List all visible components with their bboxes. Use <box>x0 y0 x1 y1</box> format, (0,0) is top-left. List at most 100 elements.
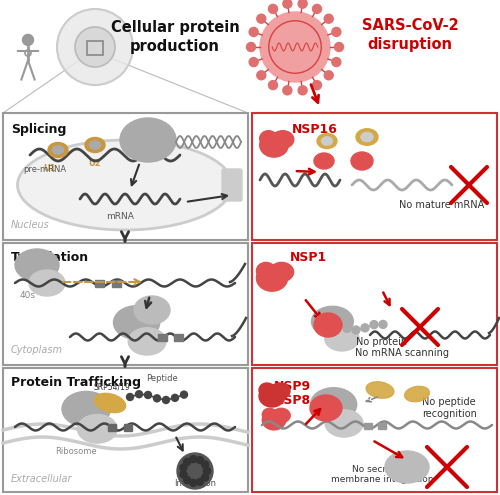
Text: mRNA: mRNA <box>106 212 134 221</box>
Circle shape <box>177 453 213 489</box>
Ellipse shape <box>52 146 64 154</box>
Circle shape <box>75 27 115 67</box>
Circle shape <box>352 326 360 334</box>
Circle shape <box>246 43 256 51</box>
Circle shape <box>325 320 333 328</box>
Circle shape <box>204 467 210 475</box>
Circle shape <box>268 81 278 90</box>
Text: Extracellular: Extracellular <box>11 474 72 484</box>
Ellipse shape <box>322 137 332 145</box>
Ellipse shape <box>310 388 356 421</box>
Text: No mRNA scanning: No mRNA scanning <box>355 348 449 358</box>
Circle shape <box>202 474 208 481</box>
Ellipse shape <box>314 313 342 337</box>
Ellipse shape <box>85 138 105 152</box>
Ellipse shape <box>312 306 354 337</box>
Text: No mature mRNA: No mature mRNA <box>400 200 484 210</box>
Text: Translation: Translation <box>11 251 89 264</box>
Ellipse shape <box>314 153 334 169</box>
Circle shape <box>334 321 342 329</box>
Ellipse shape <box>351 152 373 170</box>
Ellipse shape <box>18 140 233 230</box>
Circle shape <box>268 4 278 13</box>
Ellipse shape <box>270 262 293 282</box>
Circle shape <box>332 27 341 37</box>
Circle shape <box>283 86 292 95</box>
Bar <box>252 113 497 240</box>
Text: Ribosome: Ribosome <box>55 447 96 456</box>
Circle shape <box>334 43 344 51</box>
Text: SRP54/19: SRP54/19 <box>94 383 130 392</box>
Ellipse shape <box>385 451 429 483</box>
Ellipse shape <box>256 265 288 291</box>
Ellipse shape <box>317 134 337 148</box>
FancyBboxPatch shape <box>222 169 242 201</box>
Circle shape <box>144 392 152 398</box>
Text: Cytoplasm: Cytoplasm <box>11 345 63 355</box>
Text: No secretion/
membrane integration: No secretion/ membrane integration <box>331 465 433 484</box>
Ellipse shape <box>78 414 117 443</box>
Bar <box>124 424 132 431</box>
Ellipse shape <box>404 386 429 402</box>
Ellipse shape <box>259 383 275 397</box>
Text: NSP1: NSP1 <box>290 251 327 264</box>
Ellipse shape <box>260 131 278 146</box>
Circle shape <box>249 57 258 66</box>
Bar <box>158 334 167 341</box>
Ellipse shape <box>128 328 166 355</box>
Bar <box>108 424 116 431</box>
Ellipse shape <box>114 306 160 339</box>
Ellipse shape <box>260 133 288 157</box>
Text: Nucleus: Nucleus <box>11 220 50 230</box>
Circle shape <box>332 57 341 66</box>
Circle shape <box>260 12 330 82</box>
Circle shape <box>136 391 142 397</box>
Text: Splicing: Splicing <box>11 123 66 136</box>
Bar <box>364 423 372 429</box>
Text: NSP9: NSP9 <box>274 380 311 393</box>
Circle shape <box>361 324 369 332</box>
Circle shape <box>154 395 160 402</box>
Circle shape <box>298 0 307 8</box>
Circle shape <box>196 456 203 464</box>
Circle shape <box>324 71 333 80</box>
Circle shape <box>324 14 333 23</box>
Text: 40s: 40s <box>20 291 36 300</box>
Ellipse shape <box>134 296 170 324</box>
Ellipse shape <box>325 326 359 351</box>
Ellipse shape <box>270 383 290 399</box>
Circle shape <box>162 396 170 403</box>
Circle shape <box>379 320 387 329</box>
Ellipse shape <box>62 392 110 427</box>
Text: Cellular protein
production: Cellular protein production <box>110 20 240 54</box>
Circle shape <box>257 71 266 80</box>
Ellipse shape <box>361 132 373 142</box>
Circle shape <box>184 458 190 465</box>
Ellipse shape <box>259 385 285 407</box>
Circle shape <box>298 86 307 95</box>
Ellipse shape <box>256 262 276 279</box>
Text: U1: U1 <box>44 164 57 173</box>
Text: SARS-CoV-2
disruption: SARS-CoV-2 disruption <box>362 18 458 52</box>
Bar <box>252 368 497 492</box>
Circle shape <box>204 467 210 475</box>
Circle shape <box>172 395 178 401</box>
Bar <box>3 113 248 240</box>
Ellipse shape <box>262 410 285 430</box>
Circle shape <box>126 394 134 400</box>
Bar <box>252 243 497 365</box>
Bar <box>87 41 103 55</box>
Circle shape <box>190 479 197 487</box>
Text: U2: U2 <box>88 159 102 168</box>
Circle shape <box>283 0 292 8</box>
Circle shape <box>202 461 208 468</box>
Bar <box>378 423 386 429</box>
Bar <box>3 243 248 365</box>
Text: Protein Trafficking: Protein Trafficking <box>11 376 141 389</box>
Text: NSP8: NSP8 <box>274 394 311 407</box>
Circle shape <box>57 9 133 85</box>
Circle shape <box>370 321 378 329</box>
Text: No protein: No protein <box>356 337 408 347</box>
Ellipse shape <box>325 410 363 437</box>
Ellipse shape <box>262 408 276 421</box>
